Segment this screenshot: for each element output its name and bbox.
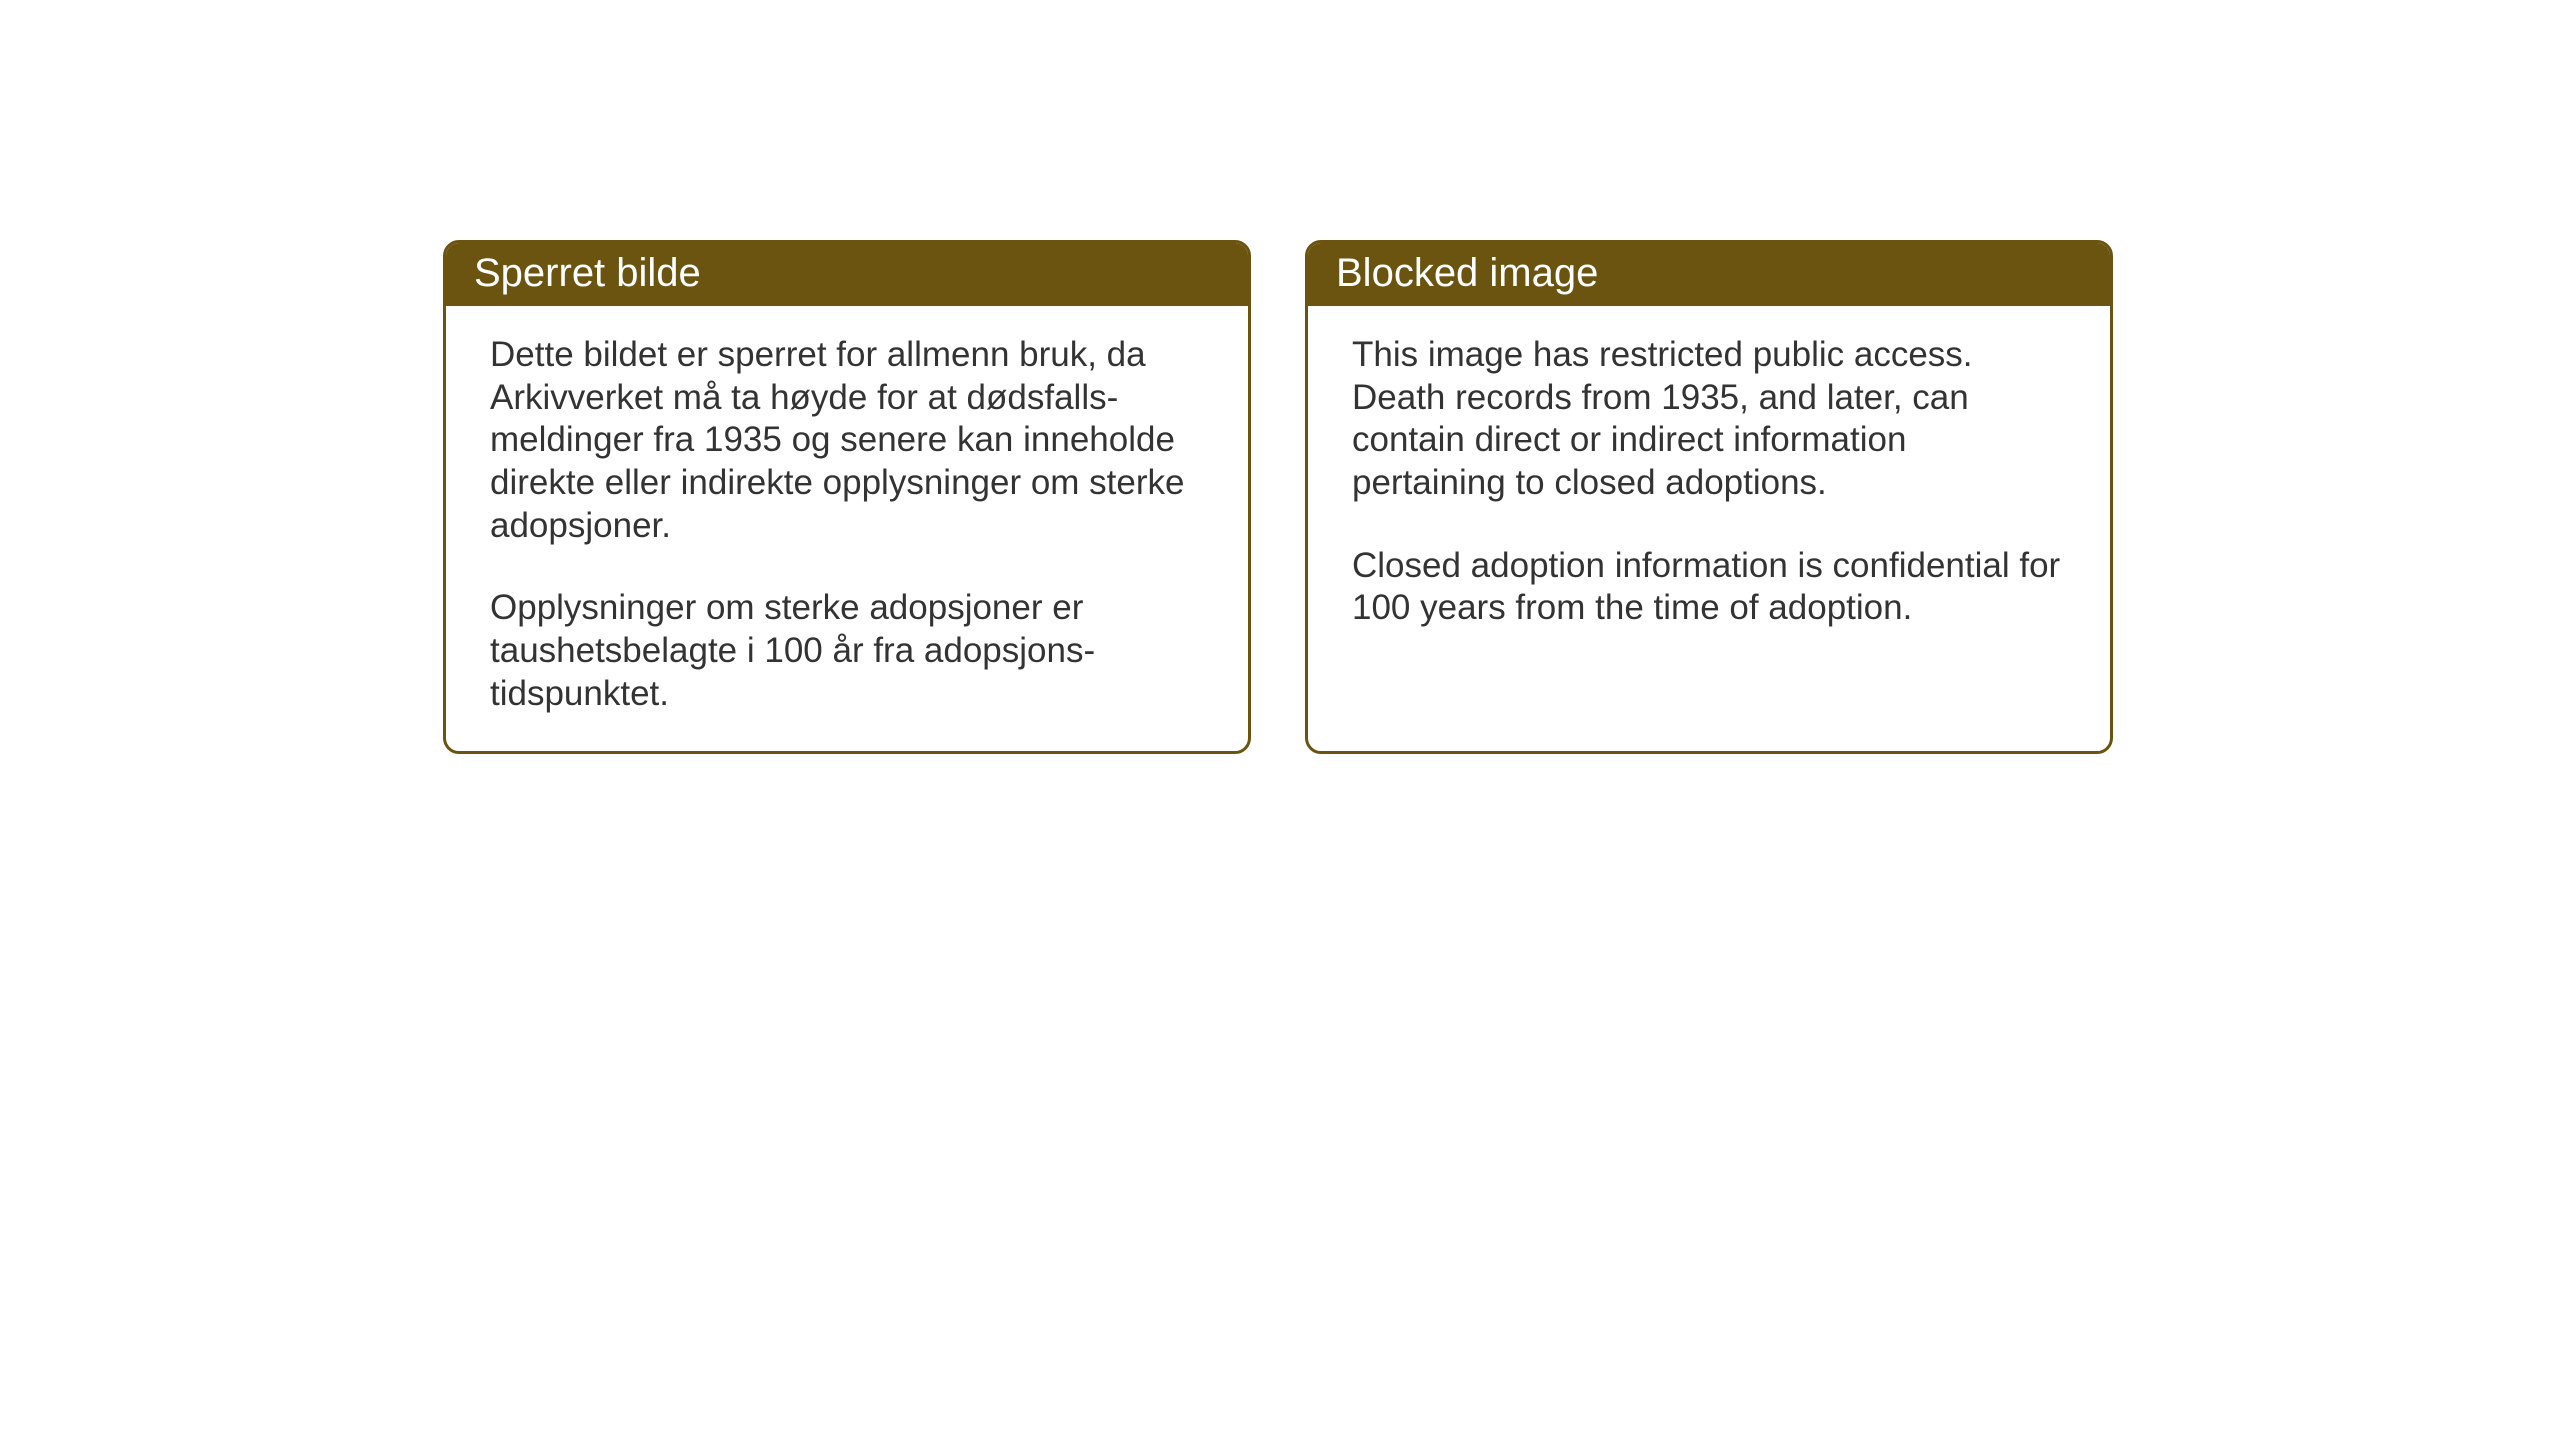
notice-header-english: Blocked image	[1308, 243, 2110, 306]
notice-paragraph-2-en: Closed adoption information is confident…	[1352, 545, 2066, 630]
notice-card-english: Blocked image This image has restricted …	[1305, 240, 2113, 754]
notice-container: Sperret bilde Dette bildet er sperret fo…	[443, 240, 2113, 754]
notice-header-norwegian: Sperret bilde	[446, 243, 1248, 306]
notice-paragraph-1-en: This image has restricted public access.…	[1352, 334, 2066, 505]
notice-paragraph-1-no: Dette bildet er sperret for allmenn bruk…	[490, 334, 1204, 547]
notice-paragraph-2-no: Opplysninger om sterke adopsjoner er tau…	[490, 587, 1204, 715]
notice-body-norwegian: Dette bildet er sperret for allmenn bruk…	[446, 306, 1248, 754]
notice-card-norwegian: Sperret bilde Dette bildet er sperret fo…	[443, 240, 1251, 754]
notice-body-english: This image has restricted public access.…	[1308, 306, 2110, 670]
